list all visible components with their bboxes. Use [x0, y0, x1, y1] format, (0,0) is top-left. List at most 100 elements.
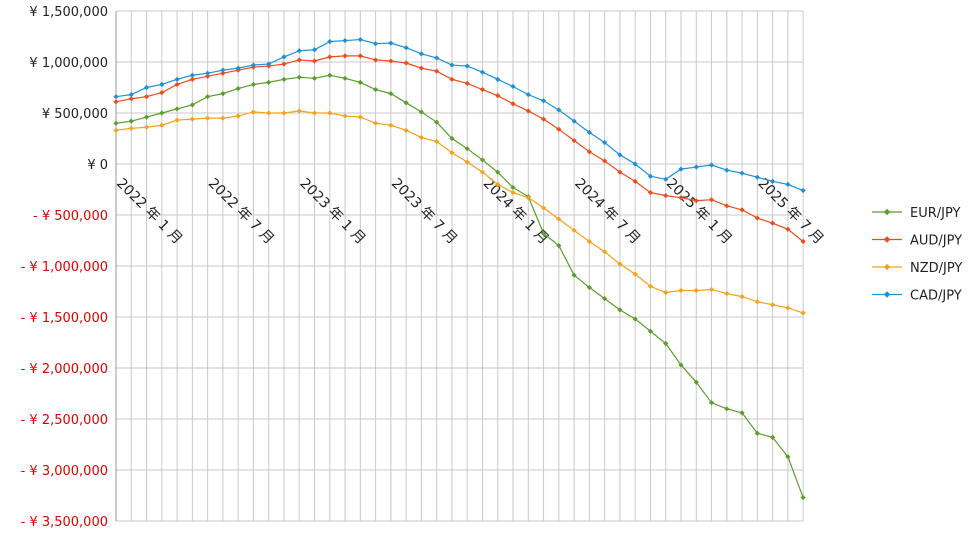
data-point [708, 162, 715, 168]
data-point [296, 57, 302, 63]
data-point [617, 152, 623, 158]
data-point [357, 53, 363, 59]
data-point [663, 176, 669, 182]
series [113, 36, 806, 194]
data-point [785, 181, 791, 187]
data-point [434, 55, 440, 61]
data-point [403, 100, 409, 106]
data-point [479, 69, 486, 75]
data-point [113, 99, 119, 105]
data-point [418, 134, 424, 141]
data-point [754, 215, 760, 221]
data-point [754, 174, 760, 180]
data-point [449, 76, 455, 82]
data-point [602, 296, 608, 302]
data-point [586, 238, 592, 245]
data-point [571, 118, 577, 124]
data-point [296, 108, 302, 114]
data-point [693, 164, 699, 170]
y-tick-label: - ¥ 2,500,000 [21, 413, 108, 428]
data-point [143, 114, 150, 120]
y-tick-label: - ¥ 3,000,000 [21, 464, 108, 479]
data-point [754, 299, 760, 305]
data-point [586, 149, 592, 155]
data-point [617, 169, 623, 175]
data-point [540, 205, 547, 211]
data-point [113, 94, 119, 100]
data-point [647, 328, 654, 334]
data-point [418, 65, 424, 71]
data-point [449, 135, 455, 142]
data-point [464, 159, 470, 165]
data-point [571, 272, 577, 278]
data-point [372, 120, 379, 126]
data-point [586, 129, 592, 135]
y-tick-label: - ¥ 1,000,000 [21, 260, 108, 275]
data-point [327, 72, 333, 78]
data-point [510, 83, 516, 90]
data-point [296, 74, 302, 80]
data-point [678, 166, 684, 172]
series [113, 72, 806, 501]
data-point [174, 117, 180, 123]
data-point [250, 62, 257, 68]
data-point [189, 116, 195, 122]
data-point [495, 181, 501, 187]
legend-marker [883, 263, 891, 271]
data-point [556, 107, 562, 113]
data-point [708, 400, 715, 406]
data-point [739, 170, 745, 176]
data-point [388, 40, 394, 46]
data-point [311, 75, 318, 81]
data-point [632, 271, 638, 277]
series-line [115, 74, 804, 498]
data-point [556, 126, 562, 132]
data-point [220, 91, 226, 97]
data-point [571, 137, 577, 144]
data-point [388, 58, 394, 64]
data-point [800, 494, 806, 501]
data-point [434, 138, 440, 145]
data-point [113, 127, 119, 133]
data-point [495, 93, 501, 99]
data-point [449, 62, 455, 68]
x-tick-label: 2025 年 7 月 [755, 176, 827, 248]
data-point [327, 54, 333, 60]
data-point [510, 101, 516, 107]
data-point [434, 119, 440, 125]
data-point [540, 116, 547, 122]
data-point [220, 67, 226, 73]
data-point [296, 48, 302, 54]
series [113, 108, 806, 316]
data-point [357, 79, 363, 85]
data-point [250, 109, 257, 115]
data-point [479, 157, 486, 163]
data-point [510, 189, 516, 196]
data-point [189, 76, 195, 82]
data-point [235, 113, 241, 119]
data-point [479, 169, 486, 175]
data-point [174, 106, 180, 112]
data-point [128, 118, 134, 124]
series-line [115, 38, 804, 192]
data-point [281, 54, 287, 60]
x-tick-label: 2022 年 7 月 [205, 176, 277, 248]
legend-label: CAD/JPY [910, 289, 962, 304]
data-point [159, 90, 165, 96]
data-point [205, 73, 211, 79]
data-point [372, 57, 379, 63]
legend-marker [883, 208, 891, 216]
y-tick-label: - ¥ 3,500,000 [21, 515, 108, 530]
data-point [632, 161, 638, 167]
data-point [464, 146, 470, 152]
data-point [205, 70, 211, 76]
data-point [189, 102, 195, 108]
data-point [556, 243, 562, 249]
data-point [540, 98, 547, 104]
data-point [602, 139, 608, 146]
data-point [724, 406, 730, 412]
data-point [632, 178, 638, 184]
x-tick-label: 2022 年 1 月 [113, 176, 185, 248]
data-point [266, 110, 272, 116]
